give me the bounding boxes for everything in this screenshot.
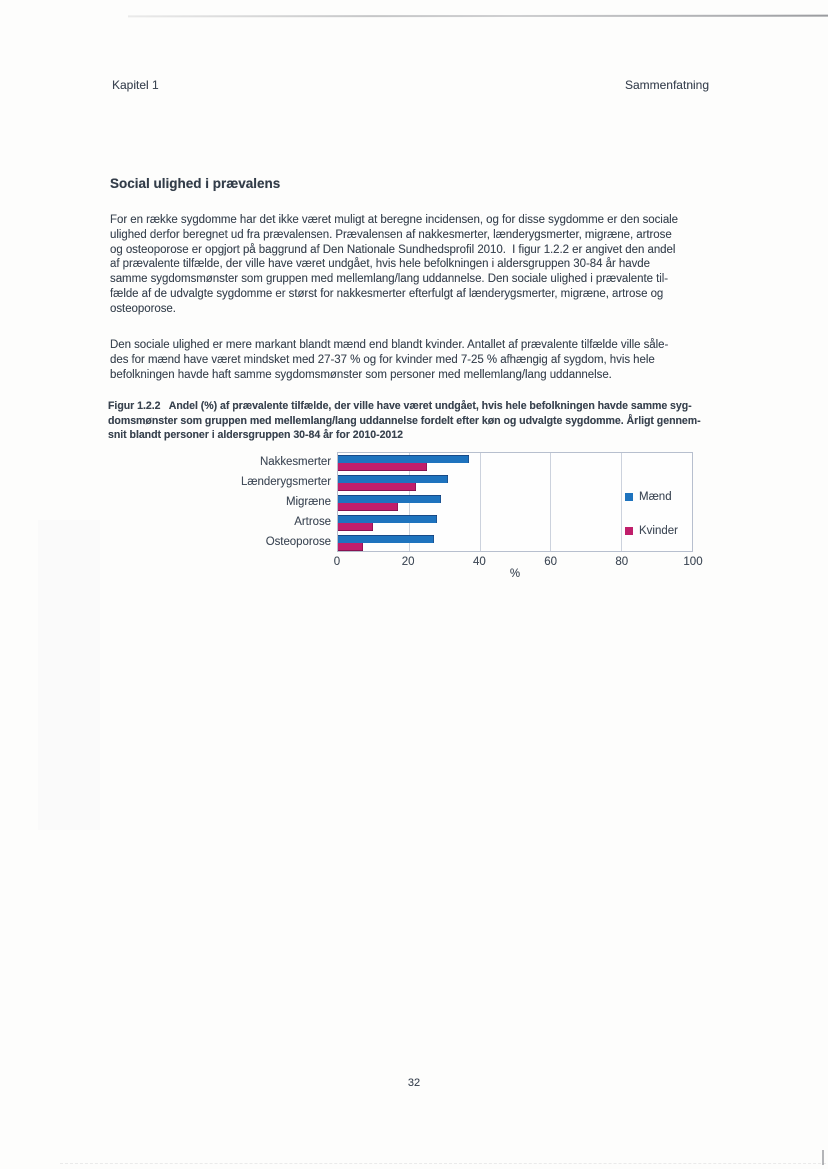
bar-mænd-2 xyxy=(338,495,441,503)
scan-artifact-left-smudge xyxy=(38,520,100,830)
figure-caption: Figur 1.2.2 Andel (%) af prævalente tilf… xyxy=(108,400,701,442)
running-header-chapter: Kapitel 1 xyxy=(112,78,159,92)
legend-label: Kvinder xyxy=(639,524,678,537)
category-label: Migræne xyxy=(285,496,331,508)
x-tick-label: 0 xyxy=(333,556,341,568)
category-label: Nakkesmerter xyxy=(260,456,331,468)
x-tick-label: 100 xyxy=(683,556,703,568)
legend-swatch-icon xyxy=(625,526,633,535)
x-tick-label: 40 xyxy=(472,556,486,568)
bar-row xyxy=(338,453,692,473)
x-tick-label: 60 xyxy=(544,556,557,568)
legend-swatch-icon xyxy=(625,492,633,501)
scan-artifact-bottom-line xyxy=(60,1163,826,1164)
body-paragraph-2: Den sociale ulighed er mere markant blan… xyxy=(110,339,669,381)
x-tick-label: 80 xyxy=(615,556,629,568)
category-label: Artrose xyxy=(294,516,331,528)
scan-artifact-top-line xyxy=(127,14,828,17)
bar-kvinder-1 xyxy=(338,483,416,491)
page-number: 32 xyxy=(407,1077,421,1089)
bar-kvinder-2 xyxy=(338,503,399,511)
chart-plot-area xyxy=(337,452,693,552)
bar-kvinder-4 xyxy=(338,543,363,551)
chart-x-axis-title: % xyxy=(509,568,521,580)
scan-artifact-right-mark xyxy=(822,1150,824,1165)
bar-row xyxy=(338,493,692,513)
bar-kvinder-3 xyxy=(338,523,374,531)
chart-x-axis-ticks: 0 20 40 60 80 100 xyxy=(333,556,703,570)
legend-entry: Mænd xyxy=(625,490,695,503)
category-label: Lænderygsmerter xyxy=(240,476,331,488)
category-label: Osteoporose xyxy=(265,536,331,548)
bar-row xyxy=(338,513,692,533)
chart-category-labels: Nakkesmerter Lænderygsmerter Migræne Artros… xyxy=(205,452,331,552)
bar-mænd-4 xyxy=(338,535,434,543)
bar-mænd-1 xyxy=(338,475,448,483)
running-header-section: Sammenfatning xyxy=(624,78,709,92)
x-tick-label: 20 xyxy=(401,556,415,568)
gridline xyxy=(479,453,481,551)
gridline xyxy=(621,453,623,551)
body-paragraph-1: For en række sygdomme har det ikke været… xyxy=(110,214,679,315)
legend-label: Mænd xyxy=(639,490,672,503)
bar-row xyxy=(338,533,692,553)
bar-mænd-0 xyxy=(338,455,469,463)
chart-legend: Mænd Kvinder xyxy=(625,490,695,558)
gridline xyxy=(550,453,552,551)
bar-row xyxy=(338,473,692,493)
bar-kvinder-0 xyxy=(338,463,427,471)
bar-mænd-3 xyxy=(338,515,438,523)
legend-entry: Kvinder xyxy=(625,524,695,537)
section-title: Social ulighed i prævalens xyxy=(110,176,281,191)
